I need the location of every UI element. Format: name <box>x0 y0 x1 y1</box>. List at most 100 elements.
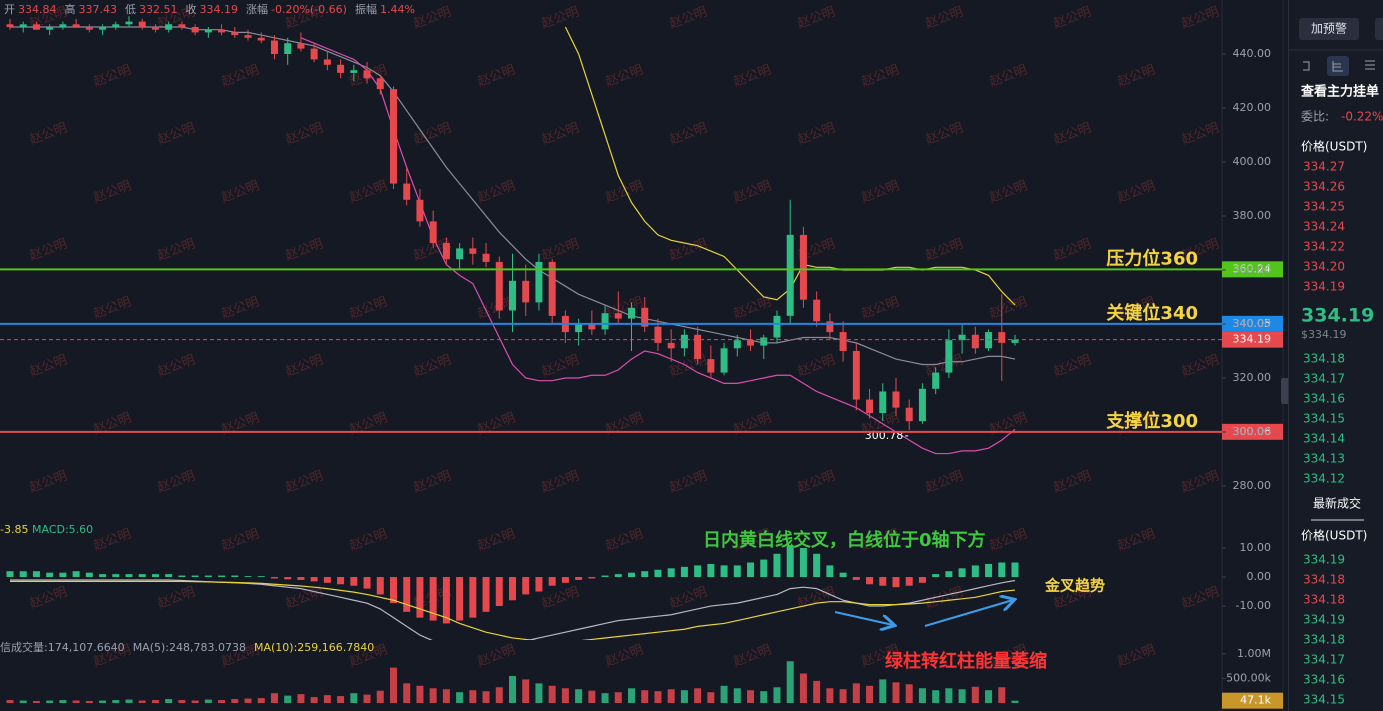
watermark: 赵公明 <box>27 353 69 380</box>
watermark: 赵公明 <box>603 643 645 670</box>
volume-bar <box>852 683 860 703</box>
button[interactable] <box>1375 18 1383 40</box>
watermark: 赵公明 <box>411 469 453 496</box>
watermark: 赵公明 <box>923 469 965 496</box>
volume-bar <box>6 700 14 703</box>
watermark: 赵公明 <box>859 63 901 90</box>
volume-bar <box>59 700 67 703</box>
watermark: 赵公明 <box>731 643 773 670</box>
header-label: 高 <box>65 2 76 16</box>
volume-bar <box>151 700 159 703</box>
volume-bar <box>310 697 318 703</box>
price-lines <box>10 26 1016 455</box>
annotation: 金叉趋势 <box>1044 577 1105 595</box>
candle-body <box>337 64 345 73</box>
view-toggle[interactable] <box>1327 56 1349 76</box>
watermark: 赵公明 <box>1179 5 1221 32</box>
candle-body <box>958 334 966 341</box>
header-label: 振幅 <box>355 2 377 16</box>
macd-bar <box>178 575 186 578</box>
watermark: 赵公明 <box>539 353 581 380</box>
header: 开 334.84 高 337.43 低 332.51 收 334.19 涨幅 -0.20%(-0.… <box>4 2 415 16</box>
macd-bar <box>1011 562 1019 578</box>
volume-bar <box>191 700 199 703</box>
volume-bar <box>482 691 490 703</box>
level-tag <box>1222 423 1283 440</box>
candle-body <box>165 24 173 30</box>
watermark: 赵公明 <box>1115 63 1157 90</box>
watermark: 赵公明 <box>1115 527 1157 554</box>
volume-bar <box>1011 700 1019 703</box>
candle-body <box>191 26 199 33</box>
y-tick-label: 360.00 <box>1233 263 1272 276</box>
volume-bar <box>786 661 794 703</box>
watermark: 赵公明 <box>27 121 69 148</box>
watermark: 赵公明 <box>987 527 1029 554</box>
candle-body <box>918 388 926 422</box>
macd-bar <box>350 577 358 586</box>
candle-body <box>257 37 265 41</box>
volume-bar <box>985 690 993 703</box>
volume-bar <box>601 693 609 703</box>
macd-bar <box>958 568 966 578</box>
macd-bar <box>866 577 874 585</box>
macd-bar <box>151 574 159 578</box>
macd-bar <box>786 545 794 578</box>
macd-bar <box>733 565 741 578</box>
macd-bar <box>601 575 609 578</box>
candle-body <box>892 391 900 408</box>
macd-bar <box>403 577 411 612</box>
macd-bar <box>389 577 397 604</box>
watermark: 赵公明 <box>667 5 709 32</box>
volume-bar <box>85 701 93 703</box>
candle-body <box>244 35 252 38</box>
macd-bar <box>680 566 688 578</box>
volume-bar <box>773 687 781 703</box>
candle-body <box>403 183 411 200</box>
volume-bar <box>363 694 371 703</box>
header-label: 开 <box>4 3 15 16</box>
macd-bar <box>998 562 1006 578</box>
macd-bar <box>85 572 93 578</box>
macd-bar <box>19 571 27 578</box>
alert-button[interactable] <box>1299 18 1359 40</box>
volume-bar <box>628 688 636 703</box>
volume-bar <box>614 692 622 703</box>
candle-body <box>270 40 278 54</box>
volume-bar <box>376 690 384 703</box>
volume-bar <box>138 700 146 703</box>
volume-bar <box>350 693 358 703</box>
watermark: 赵公明 <box>923 121 965 148</box>
header-label: 涨幅 <box>246 3 268 16</box>
watermark: 赵公明 <box>731 295 773 322</box>
macd-bar <box>720 565 728 578</box>
volume-bar <box>733 688 741 703</box>
macd-bar <box>191 575 199 578</box>
candle-body <box>852 350 860 400</box>
scroll-handle[interactable] <box>1281 378 1288 404</box>
volume-legend: MA(10):259,166.7840 <box>254 641 374 654</box>
volume-bar <box>46 700 54 703</box>
volume-bar <box>667 689 675 703</box>
y-tick-label: -10.00 <box>1236 599 1271 612</box>
macd-bar <box>59 572 67 578</box>
candle-body <box>694 334 702 360</box>
volume-legend: MA(5):248,783.0738 <box>133 641 246 654</box>
volume-tag-label: 47.1k <box>1240 694 1271 707</box>
candle-body <box>376 78 384 90</box>
last-price-usd: $334.19 <box>1301 328 1347 341</box>
header-value: -0.20%(-0.66) <box>271 3 347 16</box>
volume-bar <box>495 687 503 703</box>
header-value: 334.19 <box>200 3 239 16</box>
trades-title: 最新成交 <box>1313 496 1361 511</box>
level-label: 关键位340 <box>1106 302 1198 324</box>
volume-bar <box>416 685 424 703</box>
watermarks: 赵公明 赵公明 赵公明 赵公明 赵公明 赵公明 赵公明 赵公明 赵公明 赵公明赵公明 赵公明 赵公明赵… <box>27 5 1221 670</box>
candle-body <box>323 59 331 65</box>
volume-bar <box>813 680 821 703</box>
volume-bar <box>165 699 173 703</box>
watermark: 赵公明 <box>795 353 837 380</box>
macd-bar <box>985 563 993 578</box>
volume-bar <box>654 691 662 703</box>
